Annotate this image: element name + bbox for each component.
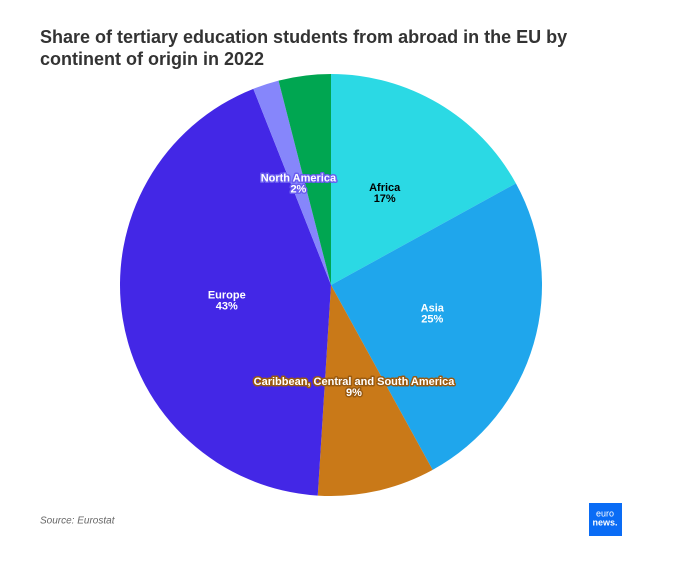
value-label: 43% bbox=[216, 300, 238, 312]
logo bbox=[589, 503, 622, 536]
value-label: 2% bbox=[290, 184, 306, 196]
slice-label: North America bbox=[261, 173, 337, 185]
slice-label: Asia bbox=[421, 302, 445, 314]
logo-text: news. bbox=[592, 517, 617, 527]
pie-slice bbox=[253, 80, 331, 285]
value-label: 17% bbox=[374, 193, 396, 205]
slice-label: Caribbean, Central and South America bbox=[254, 376, 456, 388]
value-label: 9% bbox=[346, 387, 362, 399]
logo-text: euro bbox=[596, 508, 614, 518]
chart-title: Share of tertiary education students fro… bbox=[40, 27, 567, 47]
slice-label: Africa bbox=[369, 182, 401, 194]
source: Source: Eurostat bbox=[40, 516, 116, 527]
chart-title: continent of origin in 2022 bbox=[40, 49, 264, 69]
pie-slice bbox=[331, 74, 516, 285]
pie-slice bbox=[317, 285, 433, 497]
pie bbox=[120, 74, 542, 497]
slice-label: Europe bbox=[208, 289, 246, 301]
pie-slice bbox=[278, 74, 331, 285]
value-label: 25% bbox=[421, 313, 443, 325]
pie-slice bbox=[331, 183, 542, 470]
pie-slice bbox=[120, 88, 331, 496]
